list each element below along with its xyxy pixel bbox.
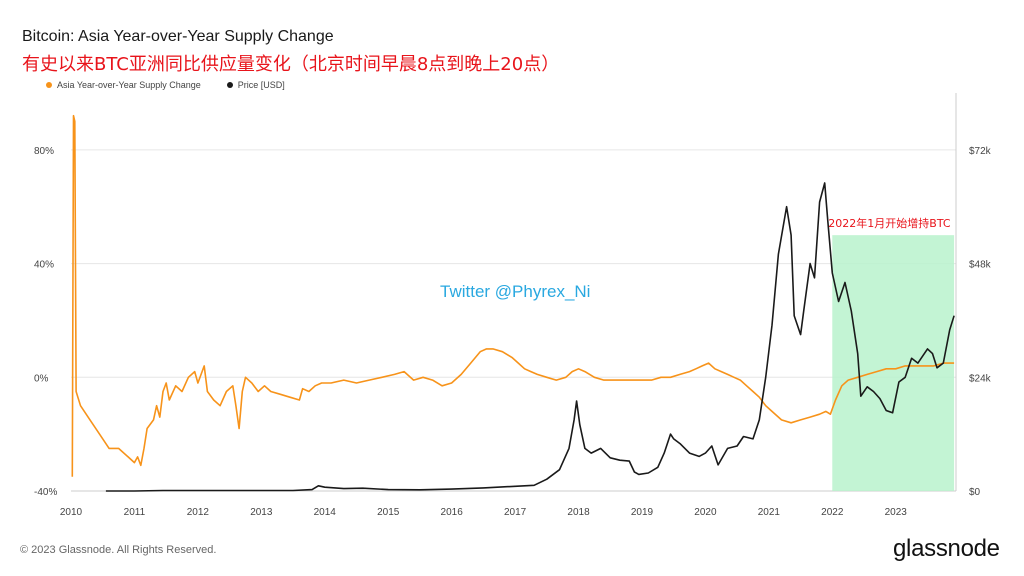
highlight-annotation: 2022年1月开始增持BTC xyxy=(828,216,951,230)
x-tick-label: 2014 xyxy=(314,507,337,518)
highlight-region xyxy=(832,235,955,491)
y-left-tick-label: -40% xyxy=(34,487,57,498)
legend-label-price: Price [USD] xyxy=(237,80,285,90)
x-tick-label: 2012 xyxy=(187,507,210,518)
y-right-tick-label: $48k xyxy=(969,260,992,271)
y-right-tick-label: $24k xyxy=(969,373,992,384)
x-tick-label: 2019 xyxy=(631,507,654,518)
legend-item-supply[interactable]: Asia Year-over-Year Supply Change xyxy=(46,80,201,90)
y-left-tick-label: 80% xyxy=(34,146,54,157)
y-right-tick-label: $0 xyxy=(969,487,981,498)
x-tick-label: 2013 xyxy=(250,507,273,518)
legend-label-supply: Asia Year-over-Year Supply Change xyxy=(57,80,201,90)
x-tick-label: 2016 xyxy=(441,507,464,518)
watermark-text: Twitter @Phyrex_Ni xyxy=(440,282,591,301)
x-tick-label: 2010 xyxy=(60,507,83,518)
chart-title: Bitcoin: Asia Year-over-Year Supply Chan… xyxy=(22,28,334,45)
series-line-supply xyxy=(71,114,955,477)
copyright-text: © 2023 Glassnode. All Rights Reserved. xyxy=(20,544,217,556)
y-left-tick-label: 40% xyxy=(34,260,54,271)
x-tick-label: 2023 xyxy=(885,507,908,518)
x-tick-label: 2021 xyxy=(758,507,781,518)
legend-item-price[interactable]: Price [USD] xyxy=(226,80,285,90)
chart-legend: Asia Year-over-Year Supply Change Price … xyxy=(46,80,285,90)
y-right-tick-label: $72k xyxy=(969,146,992,157)
x-tick-label: 2018 xyxy=(567,507,590,518)
glassnode-logo: glassnode xyxy=(893,535,1000,562)
x-tick-label: 2011 xyxy=(124,507,146,518)
x-tick-label: 2020 xyxy=(694,507,717,518)
chart-subtitle: 有史以来BTC亚洲同比供应量变化（北京时间早晨8点到晚上20点） xyxy=(22,54,560,75)
x-tick-label: 2022 xyxy=(821,507,844,518)
legend-dot-price-icon xyxy=(226,82,233,88)
series-line-price xyxy=(105,182,955,492)
x-tick-label: 2017 xyxy=(504,507,527,518)
y-left-tick-label: 0% xyxy=(34,373,49,384)
x-tick-label: 2015 xyxy=(377,507,400,518)
legend-dot-supply-icon xyxy=(46,82,52,88)
